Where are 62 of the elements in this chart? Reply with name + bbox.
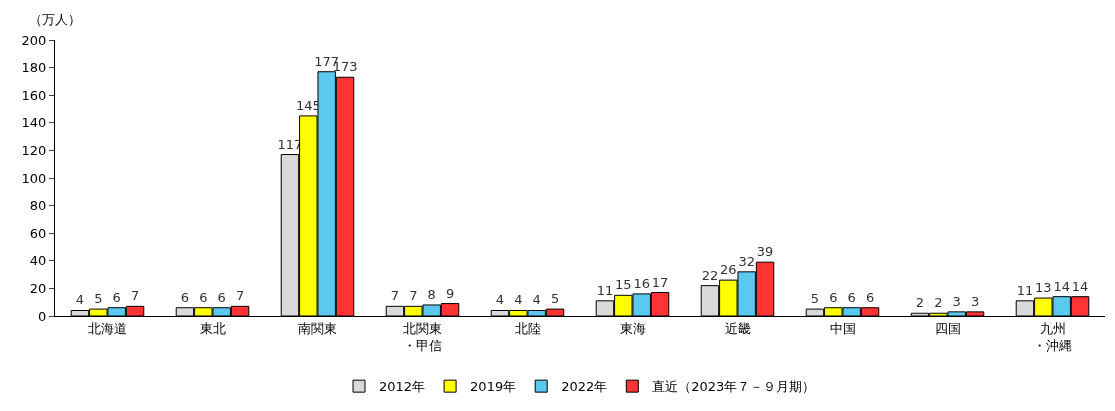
- data-label: 7: [130, 288, 140, 304]
- x-tick-label: 中国: [829, 320, 856, 336]
- data-label: 7: [235, 288, 245, 304]
- legend-label: 2019年: [470, 379, 517, 395]
- y-tick-label: 120: [21, 142, 47, 158]
- data-label: 5: [810, 291, 820, 307]
- data-label: 9: [445, 285, 455, 301]
- data-label: 6: [829, 289, 838, 305]
- x-tick-label: 北関東・甲信: [403, 320, 442, 353]
- legend-label: 2022年: [561, 379, 608, 395]
- x-tick-label: 北海道: [88, 320, 127, 336]
- data-label: 6: [199, 289, 208, 305]
- x-tick-label: 東北: [199, 320, 226, 336]
- data-label: 26: [720, 262, 737, 278]
- data-label: 14: [1053, 278, 1070, 294]
- data-label: 5: [94, 291, 103, 307]
- y-tick-label: 0: [38, 308, 47, 324]
- y-tick-label: 180: [21, 60, 47, 76]
- legend-label: 直近（2023年７－９月期）: [652, 379, 816, 395]
- data-label: 22: [701, 267, 719, 283]
- data-label: 5: [550, 291, 560, 307]
- data-label: 13: [1035, 280, 1052, 296]
- y-tick-label: 80: [29, 198, 47, 214]
- data-label: 14: [1071, 278, 1089, 294]
- data-label: 3: [970, 293, 980, 309]
- data-label: 4: [75, 292, 85, 308]
- data-label: 7: [409, 288, 418, 304]
- data-label: 32: [738, 253, 755, 269]
- data-label: 7: [390, 288, 400, 304]
- data-label: 6: [112, 289, 121, 305]
- data-label: 3: [952, 293, 961, 309]
- data-label: 17: [651, 274, 669, 290]
- data-label: 16: [633, 275, 650, 291]
- y-tick-label: 20: [29, 280, 47, 296]
- x-tick-label: 南関東: [298, 320, 337, 336]
- data-label: 11: [596, 282, 614, 298]
- y-tick-label: 40: [29, 253, 47, 269]
- y-tick-label: 200: [21, 32, 47, 48]
- data-label: 15: [615, 277, 632, 293]
- y-tick-label: 140: [21, 115, 47, 131]
- data-label: 39: [756, 244, 774, 260]
- data-label: 4: [514, 292, 523, 308]
- x-tick-label: 東海: [619, 320, 646, 336]
- y-tick-label: 160: [21, 87, 47, 103]
- y-axis-title: （万人）: [29, 12, 81, 27]
- data-label: 2: [915, 295, 925, 311]
- data-label: 6: [180, 289, 190, 305]
- data-label: 4: [532, 292, 541, 308]
- y-tick-label: 60: [29, 225, 47, 241]
- x-tick-label: 四国: [934, 320, 961, 336]
- legend-label: 2012年: [379, 379, 426, 395]
- data-label: 6: [865, 289, 875, 305]
- data-label: 6: [217, 289, 226, 305]
- x-tick-label: 北陸: [514, 320, 541, 336]
- data-label: 6: [847, 289, 856, 305]
- data-label: 11: [1016, 282, 1034, 298]
- x-tick-label: 九州・沖縄: [1033, 320, 1072, 353]
- x-tick-label: 近畿: [724, 320, 751, 336]
- y-tick-label: 100: [21, 170, 47, 186]
- data-label: 4: [495, 292, 505, 308]
- data-label: 2: [934, 295, 943, 311]
- data-label: 8: [427, 286, 436, 302]
